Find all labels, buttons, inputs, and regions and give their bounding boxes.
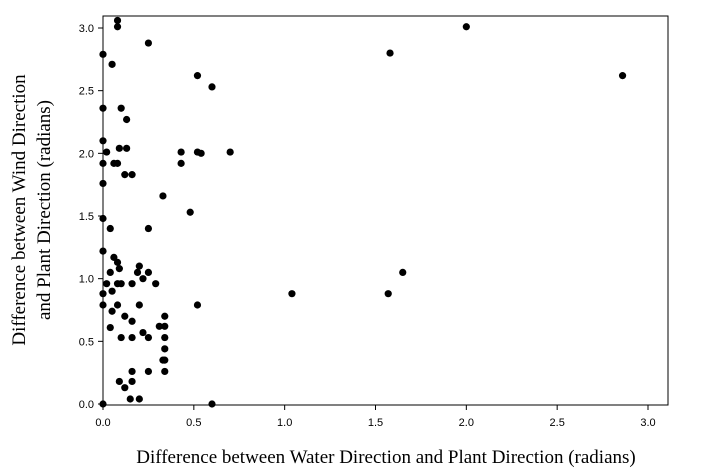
data-point xyxy=(288,290,296,298)
data-point xyxy=(99,301,107,309)
x-tick-label: 0.5 xyxy=(186,417,201,429)
data-point xyxy=(99,400,107,408)
data-point xyxy=(121,384,129,392)
y-axis-title-line2: and Plant Direction (radians) xyxy=(34,100,55,320)
plot-frame xyxy=(102,15,669,406)
data-point xyxy=(108,287,116,295)
data-point xyxy=(384,290,392,298)
data-point xyxy=(99,104,107,112)
data-point xyxy=(618,72,627,80)
data-point xyxy=(159,192,167,200)
data-point xyxy=(155,322,163,330)
y-tick-label: 0.5 xyxy=(79,336,94,348)
data-point xyxy=(144,39,153,47)
data-point xyxy=(128,367,136,376)
data-point xyxy=(152,280,160,288)
data-point xyxy=(161,367,169,376)
data-point xyxy=(399,268,407,276)
data-point xyxy=(197,149,205,157)
data-point xyxy=(126,395,134,403)
data-point xyxy=(161,322,169,330)
data-point xyxy=(121,312,129,320)
data-point xyxy=(117,280,125,288)
data-point xyxy=(135,395,143,403)
data-point xyxy=(128,333,136,342)
data-point xyxy=(186,208,194,216)
data-point xyxy=(99,214,107,223)
x-tick-label: 0.0 xyxy=(95,417,110,429)
data-point xyxy=(106,268,114,276)
data-point xyxy=(117,333,125,342)
x-tick-label: 1.0 xyxy=(277,417,292,429)
data-point xyxy=(386,49,394,57)
data-point xyxy=(128,171,136,179)
data-point xyxy=(110,253,118,261)
data-point xyxy=(123,115,131,124)
data-point xyxy=(113,258,122,266)
data-point xyxy=(462,23,470,31)
data-point xyxy=(193,301,202,309)
data-point xyxy=(106,323,114,332)
data-point xyxy=(139,275,147,283)
data-point xyxy=(106,224,114,233)
data-point xyxy=(133,268,142,276)
data-point xyxy=(144,268,153,276)
data-point xyxy=(139,328,147,337)
data-point xyxy=(161,312,169,320)
data-point xyxy=(177,159,185,167)
data-point xyxy=(128,377,136,386)
data-point xyxy=(115,144,123,152)
data-point xyxy=(177,148,185,156)
y-tick-label: 2.0 xyxy=(79,148,94,160)
data-point xyxy=(161,356,169,364)
data-point xyxy=(208,400,216,408)
data-point xyxy=(99,159,107,167)
y-tick-label: 3.0 xyxy=(79,23,94,35)
data-point xyxy=(144,224,153,233)
data-point xyxy=(113,301,122,309)
data-point xyxy=(108,60,116,68)
data-point xyxy=(161,345,169,353)
data-point xyxy=(121,171,129,179)
y-axis: 0.0 0.5 1.0 1.5 2.0 2.5 3.0 xyxy=(79,23,103,411)
data-point xyxy=(161,333,169,342)
data-point xyxy=(135,262,143,270)
x-tick-label: 2.0 xyxy=(459,417,474,429)
data-point xyxy=(99,290,107,298)
data-point xyxy=(128,280,136,288)
x-tick-label: 2.5 xyxy=(550,417,565,429)
data-point xyxy=(113,16,122,25)
data-point xyxy=(193,72,202,80)
data-point xyxy=(99,179,107,188)
y-tick-label: 2.5 xyxy=(79,86,94,98)
data-point xyxy=(135,301,143,309)
x-tick-label: 3.0 xyxy=(640,417,655,429)
x-tick-label: 1.5 xyxy=(368,417,383,429)
y-tick-label: 0.0 xyxy=(79,399,94,411)
data-point xyxy=(115,265,123,273)
data-point xyxy=(128,317,136,325)
data-point xyxy=(103,148,111,156)
data-point xyxy=(115,377,123,386)
y-tick-label: 1.0 xyxy=(79,274,94,286)
x-axis-title: Difference between Water Direction and P… xyxy=(136,447,635,468)
data-point xyxy=(208,83,216,91)
data-point xyxy=(99,50,107,58)
data-point xyxy=(103,280,111,288)
data-point xyxy=(144,333,153,342)
y-tick-label: 1.5 xyxy=(79,211,94,223)
data-points xyxy=(99,16,627,408)
data-point xyxy=(113,23,122,31)
data-point xyxy=(144,367,153,376)
data-point xyxy=(117,104,125,112)
data-point xyxy=(113,159,122,167)
data-point xyxy=(99,137,107,145)
y-axis-title-line1: Difference between Wind Direction xyxy=(9,74,30,346)
data-point xyxy=(99,247,107,255)
x-axis: 0.0 0.5 1.0 1.5 2.0 2.5 3.0 xyxy=(95,405,656,429)
data-point xyxy=(108,307,116,315)
data-point xyxy=(226,148,234,156)
data-point xyxy=(123,144,131,152)
